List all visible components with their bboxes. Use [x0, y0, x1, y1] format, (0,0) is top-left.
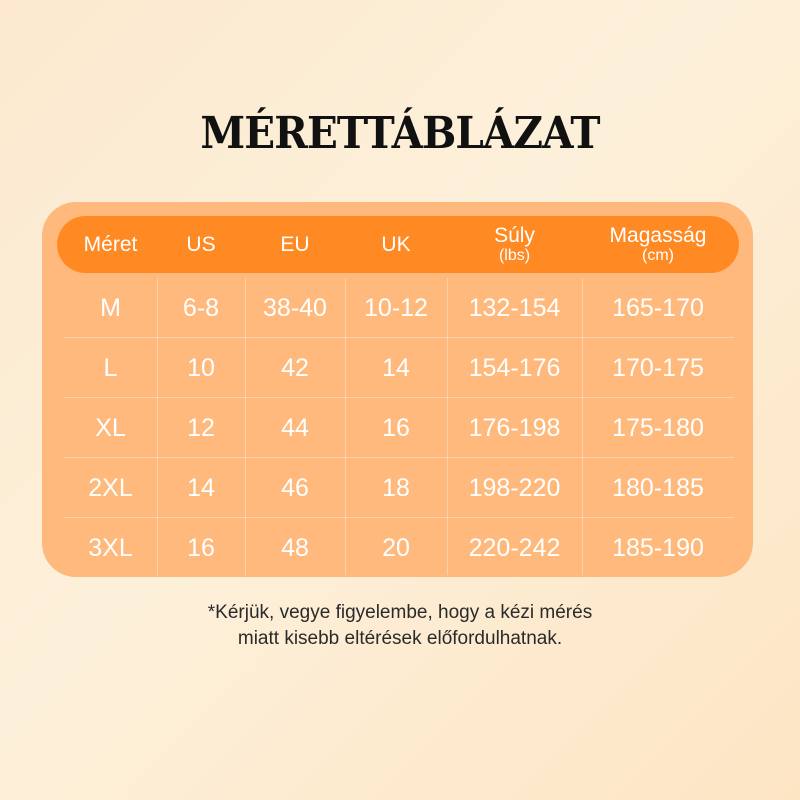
header-label: Súly: [494, 223, 535, 247]
column-divider: [582, 278, 583, 575]
header-label: US: [186, 232, 216, 256]
disclaimer-note: *Kérjük, vegye figyelembe, hogy a kézi m…: [0, 600, 800, 652]
row-divider: [64, 337, 734, 338]
column-divider: [245, 278, 246, 575]
header-label: UK: [381, 232, 411, 256]
table-cell: 16: [187, 533, 215, 562]
table-cell: 12: [187, 413, 215, 442]
header-cell: Súly (lbs): [447, 216, 582, 273]
note-line-1: *Kérjük, vegye figyelembe, hogy a kézi m…: [207, 602, 593, 623]
header-cell: EU: [245, 216, 345, 273]
table-cell: 170-175: [612, 353, 704, 382]
header-label: EU: [280, 232, 310, 256]
header-cell: Méret: [64, 216, 157, 273]
note-line-2: miatt kisebb eltérések előfordulhatnak.: [237, 628, 563, 649]
table-cell: 10-12: [364, 293, 428, 322]
table-cell: 2XL: [88, 473, 133, 502]
table-cell: 20: [382, 533, 410, 562]
header-unit: (cm): [642, 246, 674, 264]
header-unit: (lbs): [498, 246, 531, 264]
column-divider: [447, 278, 448, 575]
header-cell: UK: [345, 216, 447, 273]
table-cell: 10: [187, 353, 215, 382]
table-header: [57, 216, 739, 273]
column-divider: [157, 278, 158, 575]
row-divider: [64, 397, 734, 398]
page-title: MÉRETTÁBLÁZAT: [200, 108, 600, 159]
table-cell: XL: [95, 413, 126, 442]
table-cell: 14: [382, 353, 410, 382]
table-cell: 48: [281, 533, 309, 562]
header-label: Méret: [83, 232, 138, 256]
header-cell: US: [157, 216, 245, 273]
table-cell: 16: [382, 413, 410, 442]
table-cell: 38-40: [263, 293, 327, 322]
table-cell: 180-185: [612, 473, 704, 502]
header-cell: Magasság (cm): [582, 216, 734, 273]
table-cell: 44: [281, 413, 309, 442]
table-cell: 18: [382, 473, 410, 502]
table-cell: 3XL: [88, 533, 133, 562]
table-cell: 185-190: [612, 533, 704, 562]
table-cell: 175-180: [612, 413, 704, 442]
row-divider: [64, 457, 734, 458]
table-cell: 14: [187, 473, 215, 502]
table-cell: 220-242: [468, 533, 561, 562]
table-cell: M: [100, 293, 121, 322]
table-cell: L: [103, 353, 118, 382]
table-cell: 6-8: [182, 293, 220, 322]
table-cell: 42: [281, 353, 309, 382]
table-cell: 132-154: [468, 293, 561, 322]
table-cell: 176-198: [468, 413, 561, 442]
table-cell: 46: [281, 473, 309, 502]
table-cell: 198-220: [468, 473, 561, 502]
row-divider: [64, 517, 734, 518]
column-divider: [345, 278, 346, 575]
table-cell: 165-170: [612, 293, 704, 322]
header-label: Magasság: [609, 223, 707, 247]
table-cell: 154-176: [468, 353, 561, 382]
